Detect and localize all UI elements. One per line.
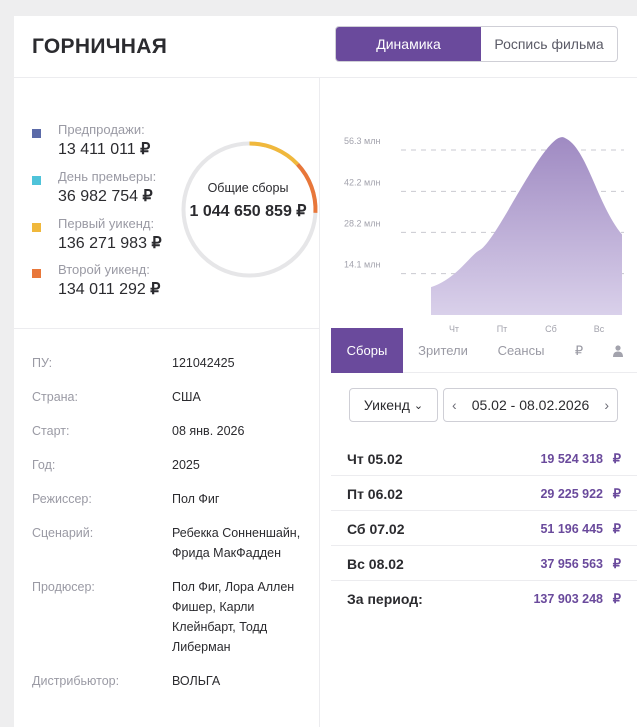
chevron-down-icon: ⌄ xyxy=(413,399,424,412)
row-date: Чт 05.02 xyxy=(347,451,403,467)
legend-swatch xyxy=(32,223,41,232)
y-tick-label: 56.3 млн xyxy=(344,136,380,146)
info-label-screenplay: Сценарий: xyxy=(32,526,94,540)
tab-box-office[interactable]: Сборы xyxy=(331,328,403,373)
row-currency: ₽ xyxy=(612,451,621,466)
date-range-picker: ‹ 05.02 - 08.02.2026 › xyxy=(443,388,618,422)
info-value-director: Пол Фиг xyxy=(172,492,220,506)
legend-label: Предпродажи: xyxy=(58,122,145,137)
x-tick-label: Пт xyxy=(497,324,508,334)
total-value: 1 044 650 859 ₽ xyxy=(189,203,307,220)
person-icon[interactable] xyxy=(599,328,637,373)
tab-dynamics[interactable]: Динамика xyxy=(336,27,481,61)
legend-value: 136 271 983 ₽ xyxy=(58,235,162,252)
info-value-pu: 121042425 xyxy=(172,356,235,370)
table-row: Пт 06.02 29 225 922 ₽ xyxy=(331,476,637,511)
tab-viewers[interactable]: Зрители xyxy=(418,343,468,358)
total-donut-chart xyxy=(181,141,318,278)
legend-swatch xyxy=(32,129,41,138)
tab-film-schedule[interactable]: Роспись фильма xyxy=(494,36,604,52)
info-value-distributor: ВОЛЬГА xyxy=(172,674,221,688)
row-amount: 19 524 318 xyxy=(540,452,603,466)
table-total-row: За период: 137 903 248 ₽ xyxy=(331,581,637,616)
y-tick-label: 42.2 млн xyxy=(344,177,380,187)
row-amount: 37 956 563 xyxy=(540,557,603,571)
info-label-start: Старт: xyxy=(32,424,70,438)
row-amount: 29 225 922 xyxy=(540,487,603,501)
row-amount: 51 196 445 xyxy=(540,522,603,536)
row-date: Сб 07.02 xyxy=(347,521,405,537)
info-value-start: 08 янв. 2026 xyxy=(172,424,245,438)
x-tick-label: Вс xyxy=(594,324,605,334)
chevron-left-icon[interactable]: ‹ xyxy=(452,397,457,413)
row-currency: ₽ xyxy=(612,486,621,501)
row-currency: ₽ xyxy=(612,591,621,606)
metric-tabs: Сборы Зрители Сеансы ₽ xyxy=(331,328,637,373)
legend-value: 36 982 754 ₽ xyxy=(58,188,153,205)
donut-arc-second-weekend xyxy=(296,162,318,213)
column-divider xyxy=(319,78,320,727)
table-row: Сб 07.02 51 196 445 ₽ xyxy=(331,511,637,546)
area-series xyxy=(431,137,622,315)
person-glyph xyxy=(613,344,623,357)
info-value-year: 2025 xyxy=(172,458,200,472)
legend-label: Второй уикенд: xyxy=(58,262,150,277)
info-value-producer: Пол Фиг, Лора Аллен Фишер, Карли Клейнба… xyxy=(172,580,295,654)
row-currency: ₽ xyxy=(612,521,621,536)
table-row: Вс 08.02 37 956 563 ₽ xyxy=(331,546,637,581)
view-switcher: Динамика Роспись фильма xyxy=(335,26,618,62)
film-card: ГОРНИЧНАЯ Динамика Роспись фильма Предпр… xyxy=(14,16,637,727)
tab-sessions[interactable]: Сеансы xyxy=(497,343,545,358)
info-label-producer: Продюсер: xyxy=(32,580,95,594)
info-label-pu: ПУ: xyxy=(32,356,53,370)
row-date: За период: xyxy=(347,591,423,607)
ruble-icon[interactable]: ₽ xyxy=(574,342,584,358)
y-tick-label: 28.2 млн xyxy=(344,218,380,228)
total-label: Общие сборы xyxy=(207,181,289,195)
info-label-year: Год: xyxy=(32,458,56,472)
row-amount: 137 903 248 xyxy=(533,592,603,606)
legend-swatch xyxy=(32,176,41,185)
donut-arc-first-weekend xyxy=(249,141,300,166)
x-tick-label: Сб xyxy=(545,324,557,334)
date-range-value: 05.02 - 08.02.2026 xyxy=(471,397,590,413)
info-label-distributor: Дистрибьютор: xyxy=(32,674,120,688)
row-date: Вс 08.02 xyxy=(347,556,404,572)
row-date: Пт 06.02 xyxy=(347,486,403,502)
header: ГОРНИЧНАЯ Динамика Роспись фильма xyxy=(14,16,637,78)
table-row: Чт 05.02 19 524 318 ₽ xyxy=(331,441,637,476)
row-currency: ₽ xyxy=(612,556,621,571)
info-value-screenplay: Ребекка Сонненшайн, Фрида МакФадден xyxy=(172,526,301,560)
info-value-country: США xyxy=(172,390,201,404)
legend-label: День премьеры: xyxy=(58,169,157,184)
legend-value: 13 411 011 ₽ xyxy=(58,141,151,158)
section-divider xyxy=(14,328,319,329)
period-dropdown[interactable]: Уикенд ⌄ xyxy=(349,388,438,422)
period-dropdown-value: Уикенд xyxy=(363,397,410,413)
box-office-area-chart: 14.1 млн 28.2 млн 42.2 млн 56.3 млн Чт Пт Сб Вс xyxy=(344,136,624,334)
legend-swatch xyxy=(32,269,41,278)
legend-value: 134 011 292 ₽ xyxy=(58,281,161,298)
y-tick-label: 14.1 млн xyxy=(344,260,380,270)
legend-label: Первый уикенд: xyxy=(58,216,155,231)
chevron-right-icon[interactable]: › xyxy=(604,397,609,413)
x-tick-label: Чт xyxy=(449,324,459,334)
info-label-director: Режиссер: xyxy=(32,492,92,506)
info-label-country: Страна: xyxy=(32,390,78,404)
page-title: ГОРНИЧНАЯ xyxy=(32,35,168,58)
